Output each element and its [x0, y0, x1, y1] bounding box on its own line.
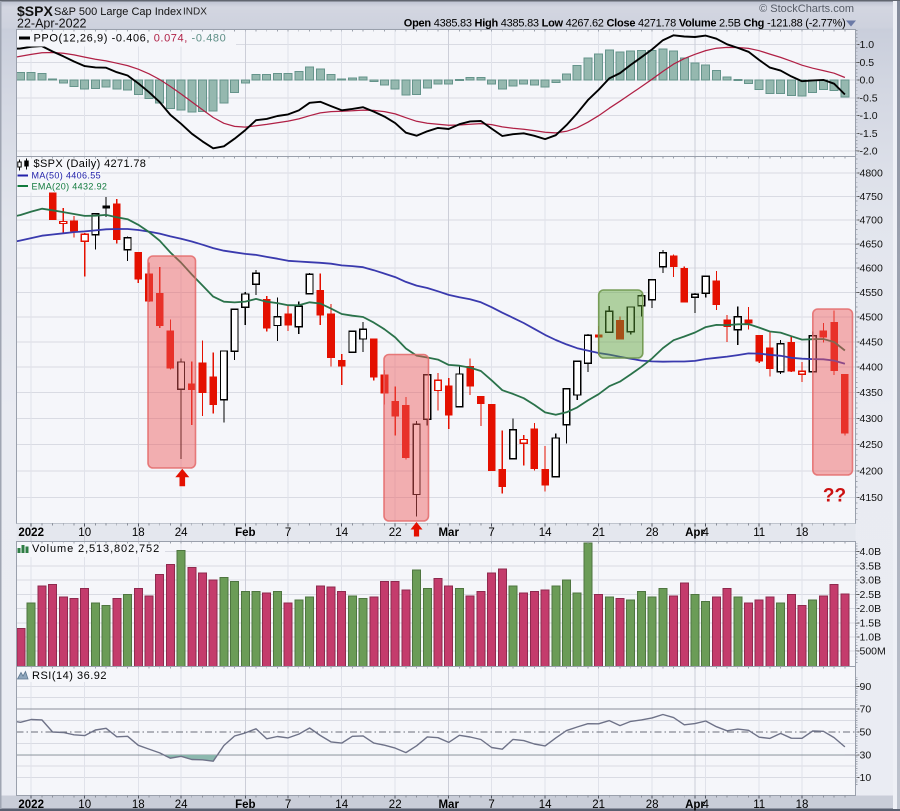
svg-text:4450: 4450 — [860, 336, 884, 348]
svg-text:4150: 4150 — [860, 492, 884, 504]
svg-text:3.0B: 3.0B — [860, 575, 882, 587]
svg-text:PPO(12,26,9) -0.406, 0.074, -0: PPO(12,26,9) -0.406, 0.074, -0.480 — [34, 33, 227, 45]
svg-text:10: 10 — [78, 527, 91, 539]
svg-text:4350: 4350 — [860, 387, 884, 399]
svg-text:Feb: Feb — [235, 527, 255, 539]
svg-text:7: 7 — [488, 799, 494, 811]
svg-text:11: 11 — [753, 799, 765, 811]
svg-text:Apr: Apr — [685, 527, 705, 539]
svg-text:11: 11 — [753, 527, 765, 539]
svg-text:1.0: 1.0 — [860, 39, 875, 51]
svg-text:2.0B: 2.0B — [860, 603, 882, 615]
svg-text:4400: 4400 — [860, 362, 884, 374]
svg-text:24: 24 — [175, 799, 188, 811]
svg-text:14: 14 — [335, 799, 348, 811]
svg-text:1.0B: 1.0B — [860, 632, 882, 644]
svg-text:4750: 4750 — [860, 191, 884, 203]
svg-text:18: 18 — [132, 527, 145, 539]
svg-text:4: 4 — [702, 527, 709, 539]
svg-text:7: 7 — [285, 799, 291, 811]
svg-text:EMA(20) 4432.92: EMA(20) 4432.92 — [32, 182, 108, 192]
svg-text:4: 4 — [702, 799, 709, 811]
svg-text:??: ?? — [823, 486, 846, 507]
svg-text:MA(50) 4406.55: MA(50) 4406.55 — [32, 171, 101, 181]
svg-text:7: 7 — [285, 527, 291, 539]
svg-text:3.5B: 3.5B — [860, 560, 882, 572]
svg-text:4800: 4800 — [860, 168, 884, 180]
svg-text:21: 21 — [592, 527, 605, 539]
svg-text:7: 7 — [488, 527, 494, 539]
svg-text:S&P 500 Large Cap Index: S&P 500 Large Cap Index — [54, 6, 182, 18]
svg-text:4250: 4250 — [860, 439, 884, 451]
svg-text:-2.0: -2.0 — [860, 146, 878, 158]
svg-text:18: 18 — [132, 799, 145, 811]
svg-text:14: 14 — [539, 799, 552, 811]
svg-text:© StockCharts.com: © StockCharts.com — [759, 3, 854, 15]
svg-text:50: 50 — [860, 726, 872, 738]
svg-text:10: 10 — [860, 772, 872, 784]
svg-text:2022: 2022 — [18, 799, 44, 811]
svg-text:4200: 4200 — [860, 465, 884, 477]
svg-text:90: 90 — [860, 681, 872, 693]
svg-text:28: 28 — [646, 799, 659, 811]
svg-text:4.0B: 4.0B — [860, 546, 882, 558]
svg-text:4600: 4600 — [860, 263, 884, 275]
svg-text:4300: 4300 — [860, 413, 884, 425]
svg-text:-1.0: -1.0 — [860, 110, 878, 122]
svg-text:22: 22 — [389, 799, 402, 811]
svg-text:0.0: 0.0 — [860, 75, 875, 87]
svg-text:28: 28 — [646, 527, 659, 539]
svg-text:Feb: Feb — [235, 799, 255, 811]
svg-text:-1.5: -1.5 — [860, 128, 878, 140]
svg-text:30: 30 — [860, 749, 872, 761]
svg-text:14: 14 — [539, 527, 552, 539]
svg-text:14: 14 — [335, 527, 348, 539]
svg-text:22-Apr-2022: 22-Apr-2022 — [17, 17, 87, 31]
svg-text:1.5B: 1.5B — [860, 617, 882, 629]
svg-text:500M: 500M — [860, 646, 886, 658]
svg-text:21: 21 — [592, 799, 605, 811]
svg-text:Volume 2,513,802,752: Volume 2,513,802,752 — [32, 543, 160, 555]
svg-text:INDX: INDX — [183, 7, 207, 18]
svg-text:2022: 2022 — [18, 527, 44, 539]
svg-text:-0.5: -0.5 — [860, 92, 878, 104]
svg-text:4650: 4650 — [860, 238, 884, 250]
svg-text:10: 10 — [78, 799, 91, 811]
svg-text:Mar: Mar — [438, 527, 459, 539]
svg-text:24: 24 — [175, 527, 188, 539]
svg-text:18: 18 — [796, 527, 809, 539]
svg-text:$SPX (Daily) 4271.78: $SPX (Daily) 4271.78 — [34, 158, 147, 170]
svg-text:2.5B: 2.5B — [860, 589, 882, 601]
svg-text:4550: 4550 — [860, 287, 884, 299]
svg-text:18: 18 — [796, 799, 809, 811]
svg-text:RSI(14) 36.92: RSI(14) 36.92 — [32, 670, 107, 682]
svg-text:4500: 4500 — [860, 312, 884, 324]
svg-text:Open 4385.83 High 4385.83 Low: Open 4385.83 High 4385.83 Low 4267.62 Cl… — [404, 18, 846, 30]
svg-text:70: 70 — [860, 704, 872, 716]
svg-text:Mar: Mar — [438, 799, 459, 811]
svg-text:22: 22 — [389, 527, 402, 539]
svg-text:0.5: 0.5 — [860, 57, 875, 69]
svg-text:4700: 4700 — [860, 215, 884, 227]
svg-text:$SPX: $SPX — [17, 3, 53, 19]
svg-text:Apr: Apr — [685, 799, 705, 811]
